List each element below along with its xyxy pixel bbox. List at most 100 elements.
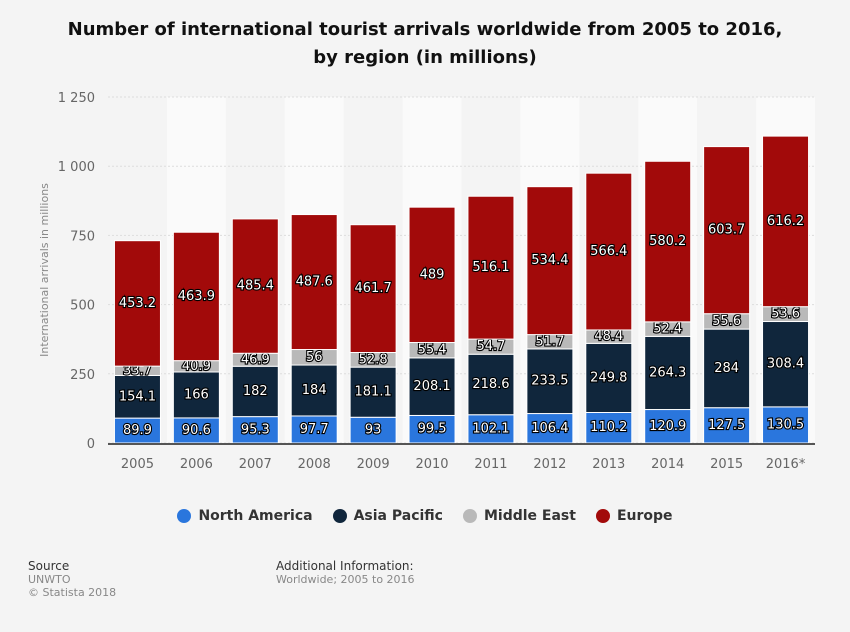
legend-item[interactable]: Asia Pacific xyxy=(332,508,443,524)
data-label: 40.9 xyxy=(182,359,211,374)
legend: North America Asia Pacific Middle East Euro… xyxy=(0,508,850,524)
data-label: 308.4 xyxy=(767,357,804,372)
bar-segment xyxy=(231,365,279,418)
legend-label: North America xyxy=(198,508,313,524)
bar-segment xyxy=(526,348,574,415)
legend-swatch-icon xyxy=(462,509,477,523)
data-label: 166 xyxy=(184,387,209,402)
x-tick-label: 2006 xyxy=(180,457,213,472)
bar-segment xyxy=(467,195,515,340)
bar-segment xyxy=(172,371,220,419)
x-tick-label: 2013 xyxy=(592,457,625,472)
data-label: 46.9 xyxy=(241,352,270,367)
data-label: 110.2 xyxy=(590,420,627,435)
y-tick-label: 1 000 xyxy=(58,160,95,175)
bar-segment xyxy=(113,417,161,444)
data-label: 461.7 xyxy=(355,281,392,296)
data-label: 52.8 xyxy=(359,352,388,367)
bar-segment xyxy=(408,414,456,444)
legend-item[interactable]: Middle East xyxy=(462,508,576,524)
x-tick-label: 2009 xyxy=(357,457,390,472)
bar-segment xyxy=(172,231,220,362)
legend-swatch-icon xyxy=(177,509,192,523)
data-label: 249.8 xyxy=(590,370,627,385)
y-tick-label: 250 xyxy=(70,368,95,383)
source-value: UNWTO xyxy=(28,573,71,586)
data-label: 616.2 xyxy=(767,214,804,229)
data-label: 603.7 xyxy=(708,223,745,238)
y-tick-label: 750 xyxy=(70,229,95,244)
data-label: 99.5 xyxy=(418,422,447,437)
data-label: 566.4 xyxy=(590,244,627,259)
x-tick-label: 2005 xyxy=(121,457,154,472)
legend-swatch-icon xyxy=(332,509,347,523)
data-label: 93 xyxy=(365,423,382,438)
data-label: 184 xyxy=(302,383,327,398)
data-label: 102.1 xyxy=(472,421,509,436)
bar-segment xyxy=(172,417,220,444)
data-label: 97.7 xyxy=(300,422,329,437)
data-label: 106.4 xyxy=(531,421,568,436)
bar-segment xyxy=(113,240,161,367)
x-tick-label: 2012 xyxy=(533,457,566,472)
bar-segment xyxy=(762,135,810,308)
bar-segment xyxy=(585,342,633,413)
data-label: 51.7 xyxy=(535,334,564,349)
legend-label: Europe xyxy=(616,508,673,524)
x-tick-label: 2015 xyxy=(710,457,743,472)
x-tick-label: 2011 xyxy=(474,457,507,472)
legend-label: Asia Pacific xyxy=(353,508,443,524)
legend-item[interactable]: North America xyxy=(177,508,313,524)
info-label: Additional Information: xyxy=(276,559,414,573)
data-label: 55.4 xyxy=(418,343,447,358)
x-tick-label: 2016* xyxy=(766,457,806,472)
data-label: 89.9 xyxy=(123,423,152,438)
data-label: 154.1 xyxy=(119,389,156,404)
legend-item[interactable]: Europe xyxy=(595,508,673,524)
bar-segment xyxy=(231,218,279,354)
legend-swatch-icon xyxy=(595,509,610,523)
bar-segment xyxy=(644,409,692,444)
x-tick-label: 2007 xyxy=(239,457,272,472)
stacked-bar-chart: 0 250 500 750 1 000 1 250 International arriva… xyxy=(38,91,815,472)
data-label: 127.5 xyxy=(708,418,745,433)
data-label: 487.6 xyxy=(296,275,333,290)
bar-segment xyxy=(526,186,574,336)
additional-info: Additional Information: Worldwide; 2005 … xyxy=(276,559,415,587)
data-label: 130.5 xyxy=(767,417,804,432)
x-tick-label: 2014 xyxy=(651,457,684,472)
y-tick-label: 500 xyxy=(70,299,95,314)
bar-segment xyxy=(349,416,397,444)
data-label: 53.6 xyxy=(771,307,800,322)
bar-segment xyxy=(703,146,751,315)
data-label: 233.5 xyxy=(531,374,568,389)
data-label: 453.2 xyxy=(119,296,156,311)
source-label: Source xyxy=(28,559,70,573)
x-tick-label: 2008 xyxy=(298,457,331,472)
bar-segment xyxy=(349,224,397,354)
data-label: 52.4 xyxy=(653,322,682,337)
bar-segment xyxy=(408,206,456,344)
bar-segment xyxy=(113,374,161,419)
data-label: 264.3 xyxy=(649,365,686,380)
bar-segment xyxy=(585,172,633,331)
bar-segment xyxy=(231,416,279,444)
data-label: 182 xyxy=(243,384,268,399)
data-label: 580.2 xyxy=(649,234,686,249)
source-block: Source UNWTO © Statista 2018 xyxy=(28,559,116,600)
data-label: 284 xyxy=(714,361,739,376)
data-label: 218.6 xyxy=(472,377,509,392)
data-label: 90.6 xyxy=(182,423,211,438)
legend-label: Middle East xyxy=(483,508,576,524)
bar-segment xyxy=(467,353,515,416)
y-axis-label: International arrivals in millions xyxy=(38,183,51,357)
data-label: 55.6 xyxy=(712,314,741,329)
bar-segment xyxy=(290,214,338,351)
data-label: 120.9 xyxy=(649,419,686,434)
y-tick-label: 0 xyxy=(87,437,95,452)
data-label: 181.1 xyxy=(355,385,392,400)
data-label: 489 xyxy=(420,267,445,282)
data-label: 485.4 xyxy=(237,279,274,294)
data-label: 56 xyxy=(306,350,323,365)
